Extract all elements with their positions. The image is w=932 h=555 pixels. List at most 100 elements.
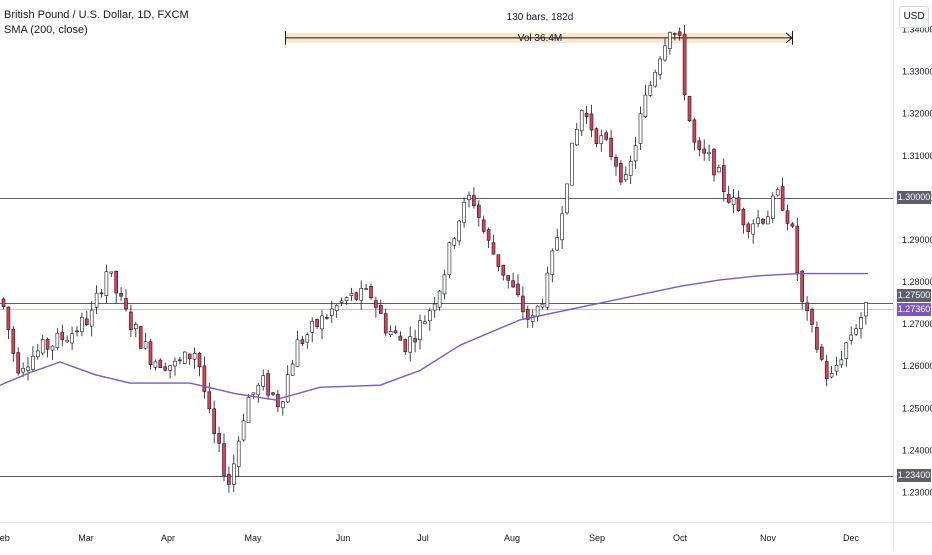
candle-down bbox=[138, 326, 143, 349]
candle-up bbox=[310, 320, 315, 333]
candle-up bbox=[668, 32, 672, 49]
candle-down bbox=[45, 338, 50, 350]
chart-legend: British Pound / U.S. Dollar, 1D, FXCM SM… bbox=[4, 8, 189, 38]
candle-up bbox=[236, 440, 241, 468]
candle-up bbox=[437, 290, 442, 308]
candle-up bbox=[104, 271, 109, 296]
x-tick-label: Dec bbox=[843, 533, 860, 543]
candle-up bbox=[256, 384, 261, 396]
candle-up bbox=[80, 317, 84, 332]
candle-up bbox=[295, 339, 300, 367]
candle-down bbox=[325, 317, 329, 319]
candle-down bbox=[158, 359, 163, 368]
y-tick-label: 1.31000 bbox=[902, 151, 932, 161]
candle-up bbox=[555, 237, 560, 251]
candle-up bbox=[192, 353, 197, 360]
x-tick-label: Jul bbox=[417, 533, 429, 543]
candle-down bbox=[506, 275, 511, 281]
candle-down bbox=[824, 361, 829, 380]
candle-up bbox=[731, 197, 736, 206]
candle-down bbox=[604, 132, 609, 140]
candle-up bbox=[280, 401, 285, 409]
candle-up bbox=[756, 217, 760, 224]
candle-down bbox=[810, 309, 814, 325]
x-tick-label: May bbox=[244, 533, 262, 543]
candle-up bbox=[623, 174, 628, 181]
candle-down bbox=[378, 305, 383, 314]
candle-up bbox=[550, 250, 555, 275]
y-tick-label: 1.32000 bbox=[902, 109, 932, 119]
candle-down bbox=[1, 298, 6, 308]
candle-up bbox=[261, 375, 266, 387]
x-tick-label: Feb bbox=[0, 533, 10, 543]
candle-down bbox=[393, 330, 398, 334]
candle-down bbox=[222, 443, 226, 476]
candle-down bbox=[354, 292, 359, 300]
candle-down bbox=[197, 352, 202, 368]
candle-down bbox=[687, 96, 692, 122]
candle-up bbox=[565, 183, 569, 214]
candle-up bbox=[134, 324, 138, 329]
y-tick-label: 1.23000 bbox=[902, 488, 932, 498]
candle-up bbox=[344, 297, 349, 301]
candle-down bbox=[800, 270, 805, 302]
y-tick-label: 1.24000 bbox=[902, 445, 932, 455]
candle-down bbox=[85, 318, 89, 325]
candle-up bbox=[305, 334, 310, 343]
candle-up bbox=[648, 84, 653, 96]
candle-up bbox=[94, 292, 99, 308]
candle-up bbox=[183, 351, 187, 364]
candle-down bbox=[124, 298, 128, 310]
candle-up bbox=[241, 420, 246, 441]
candle-down bbox=[476, 204, 481, 218]
x-tick-label: Aug bbox=[504, 533, 520, 543]
candle-up bbox=[65, 339, 69, 343]
y-tick-label: 1.34000 bbox=[902, 24, 932, 34]
candle-down bbox=[217, 433, 221, 444]
candle-up bbox=[829, 372, 834, 378]
candle-up bbox=[663, 45, 667, 61]
candle-down bbox=[383, 313, 388, 334]
x-tick-label: Apr bbox=[161, 533, 175, 543]
candle-down bbox=[697, 140, 702, 150]
candle-down bbox=[692, 119, 697, 143]
candle-up bbox=[447, 242, 452, 275]
candle-up bbox=[540, 303, 545, 308]
x-tick-label: Mar bbox=[78, 533, 94, 543]
candle-up bbox=[467, 194, 471, 201]
y-tick-label: 1.25000 bbox=[902, 403, 932, 413]
candle-down bbox=[163, 366, 167, 371]
candle-down bbox=[60, 332, 65, 340]
candle-down bbox=[614, 157, 618, 167]
candle-down bbox=[741, 208, 746, 226]
candle-up bbox=[849, 334, 854, 341]
currency-button[interactable]: USD bbox=[899, 6, 929, 28]
candle-up bbox=[21, 367, 25, 373]
candle-down bbox=[819, 346, 824, 360]
candle-down bbox=[525, 309, 530, 320]
candle-down bbox=[516, 283, 520, 296]
candle-down bbox=[398, 335, 403, 341]
candle-up bbox=[89, 309, 94, 327]
candle-down bbox=[413, 338, 417, 343]
y-tick-label: 1.26000 bbox=[902, 361, 932, 371]
candle-up bbox=[717, 167, 721, 173]
candle-down bbox=[114, 271, 118, 294]
candle-down bbox=[276, 394, 280, 408]
candle-up bbox=[388, 331, 393, 335]
y-tick-label: 1.27000 bbox=[902, 319, 932, 329]
candle-up bbox=[766, 216, 770, 225]
y-tick-label: 1.33000 bbox=[902, 67, 932, 77]
candle-down bbox=[501, 264, 506, 276]
candle-up bbox=[26, 366, 30, 371]
candle-down bbox=[672, 33, 677, 35]
candle-down bbox=[521, 295, 525, 313]
candle-down bbox=[16, 352, 21, 374]
candle-down bbox=[486, 229, 491, 241]
candle-down bbox=[99, 292, 104, 295]
candle-up bbox=[329, 308, 334, 316]
candle-up bbox=[770, 195, 775, 219]
candle-up bbox=[349, 293, 354, 296]
